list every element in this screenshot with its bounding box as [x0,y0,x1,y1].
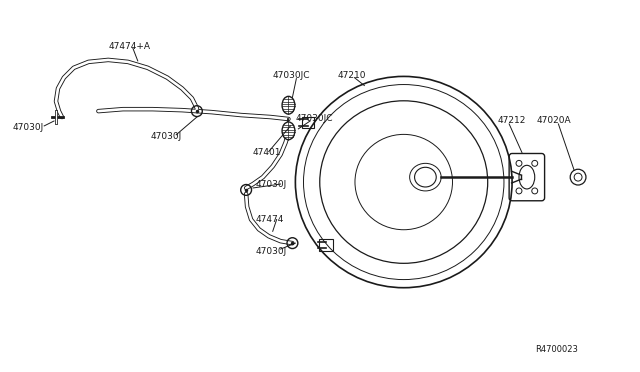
Text: 47030J: 47030J [256,180,287,189]
Text: 47030JC: 47030JC [296,113,333,122]
Text: 47212: 47212 [497,116,525,125]
Text: 47401: 47401 [253,148,282,157]
Text: 47210: 47210 [338,71,366,80]
Text: R4700023: R4700023 [535,345,578,354]
Bar [319,239,333,251]
Bar [303,116,314,128]
Text: 47474: 47474 [256,215,284,224]
Text: 47030JC: 47030JC [273,71,310,80]
Text: 47030J: 47030J [150,132,182,141]
Text: 47020A: 47020A [537,116,572,125]
Ellipse shape [282,96,295,114]
Text: 47030J: 47030J [13,124,44,132]
Ellipse shape [282,122,295,140]
Text: 47474+A: 47474+A [108,42,150,51]
Text: 47030J: 47030J [256,247,287,256]
